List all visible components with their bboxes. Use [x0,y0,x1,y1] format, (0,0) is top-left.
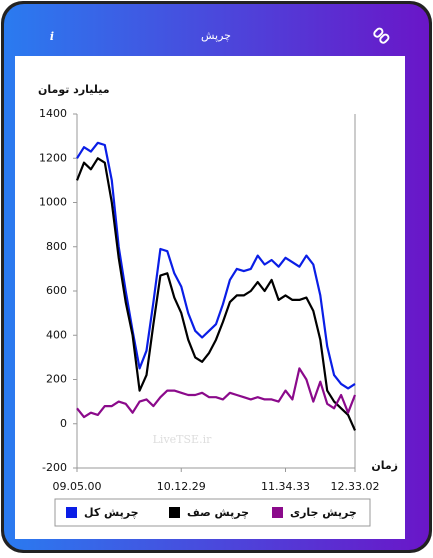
series-line [76,367,357,419]
y-tick-label: 600 [46,284,67,297]
y-tick-label: 1200 [39,151,67,164]
series-line [75,157,357,431]
y-tick-label: 1400 [39,107,67,120]
y-tick-label: 1000 [39,196,67,209]
x-tick-label: 09.05.00 [53,480,102,493]
y-tick-label: 800 [46,240,67,253]
legend-box [54,498,371,527]
x-tick-label: 10.12.29 [157,480,206,493]
y-tick-label: 400 [46,328,67,341]
content [15,56,405,539]
y-tick-label: 0 [60,417,67,430]
watermark: LiveTSE.ir [153,433,212,446]
y-tick-label: 200 [46,373,67,386]
legend-swatch [169,507,180,518]
legend-swatch [272,507,283,518]
x-tick-label: 12.33.02 [331,480,380,493]
y-tick-label: -200 [42,461,67,474]
legend-label: چرپش جاری [290,506,357,519]
y-axis-label: میلیارد تومان [38,83,110,96]
header-title: چرپش [201,29,231,42]
x-tick-label: 11.34.33 [261,480,310,493]
x-axis-label: زمان [371,459,398,472]
legend-label: چرپش صف [187,506,249,519]
series-line [76,141,356,390]
link-icon[interactable] [373,27,390,44]
legend-label: چرپش کل [84,506,139,519]
legend-swatch [66,507,77,518]
info-icon[interactable]: i [50,30,54,43]
